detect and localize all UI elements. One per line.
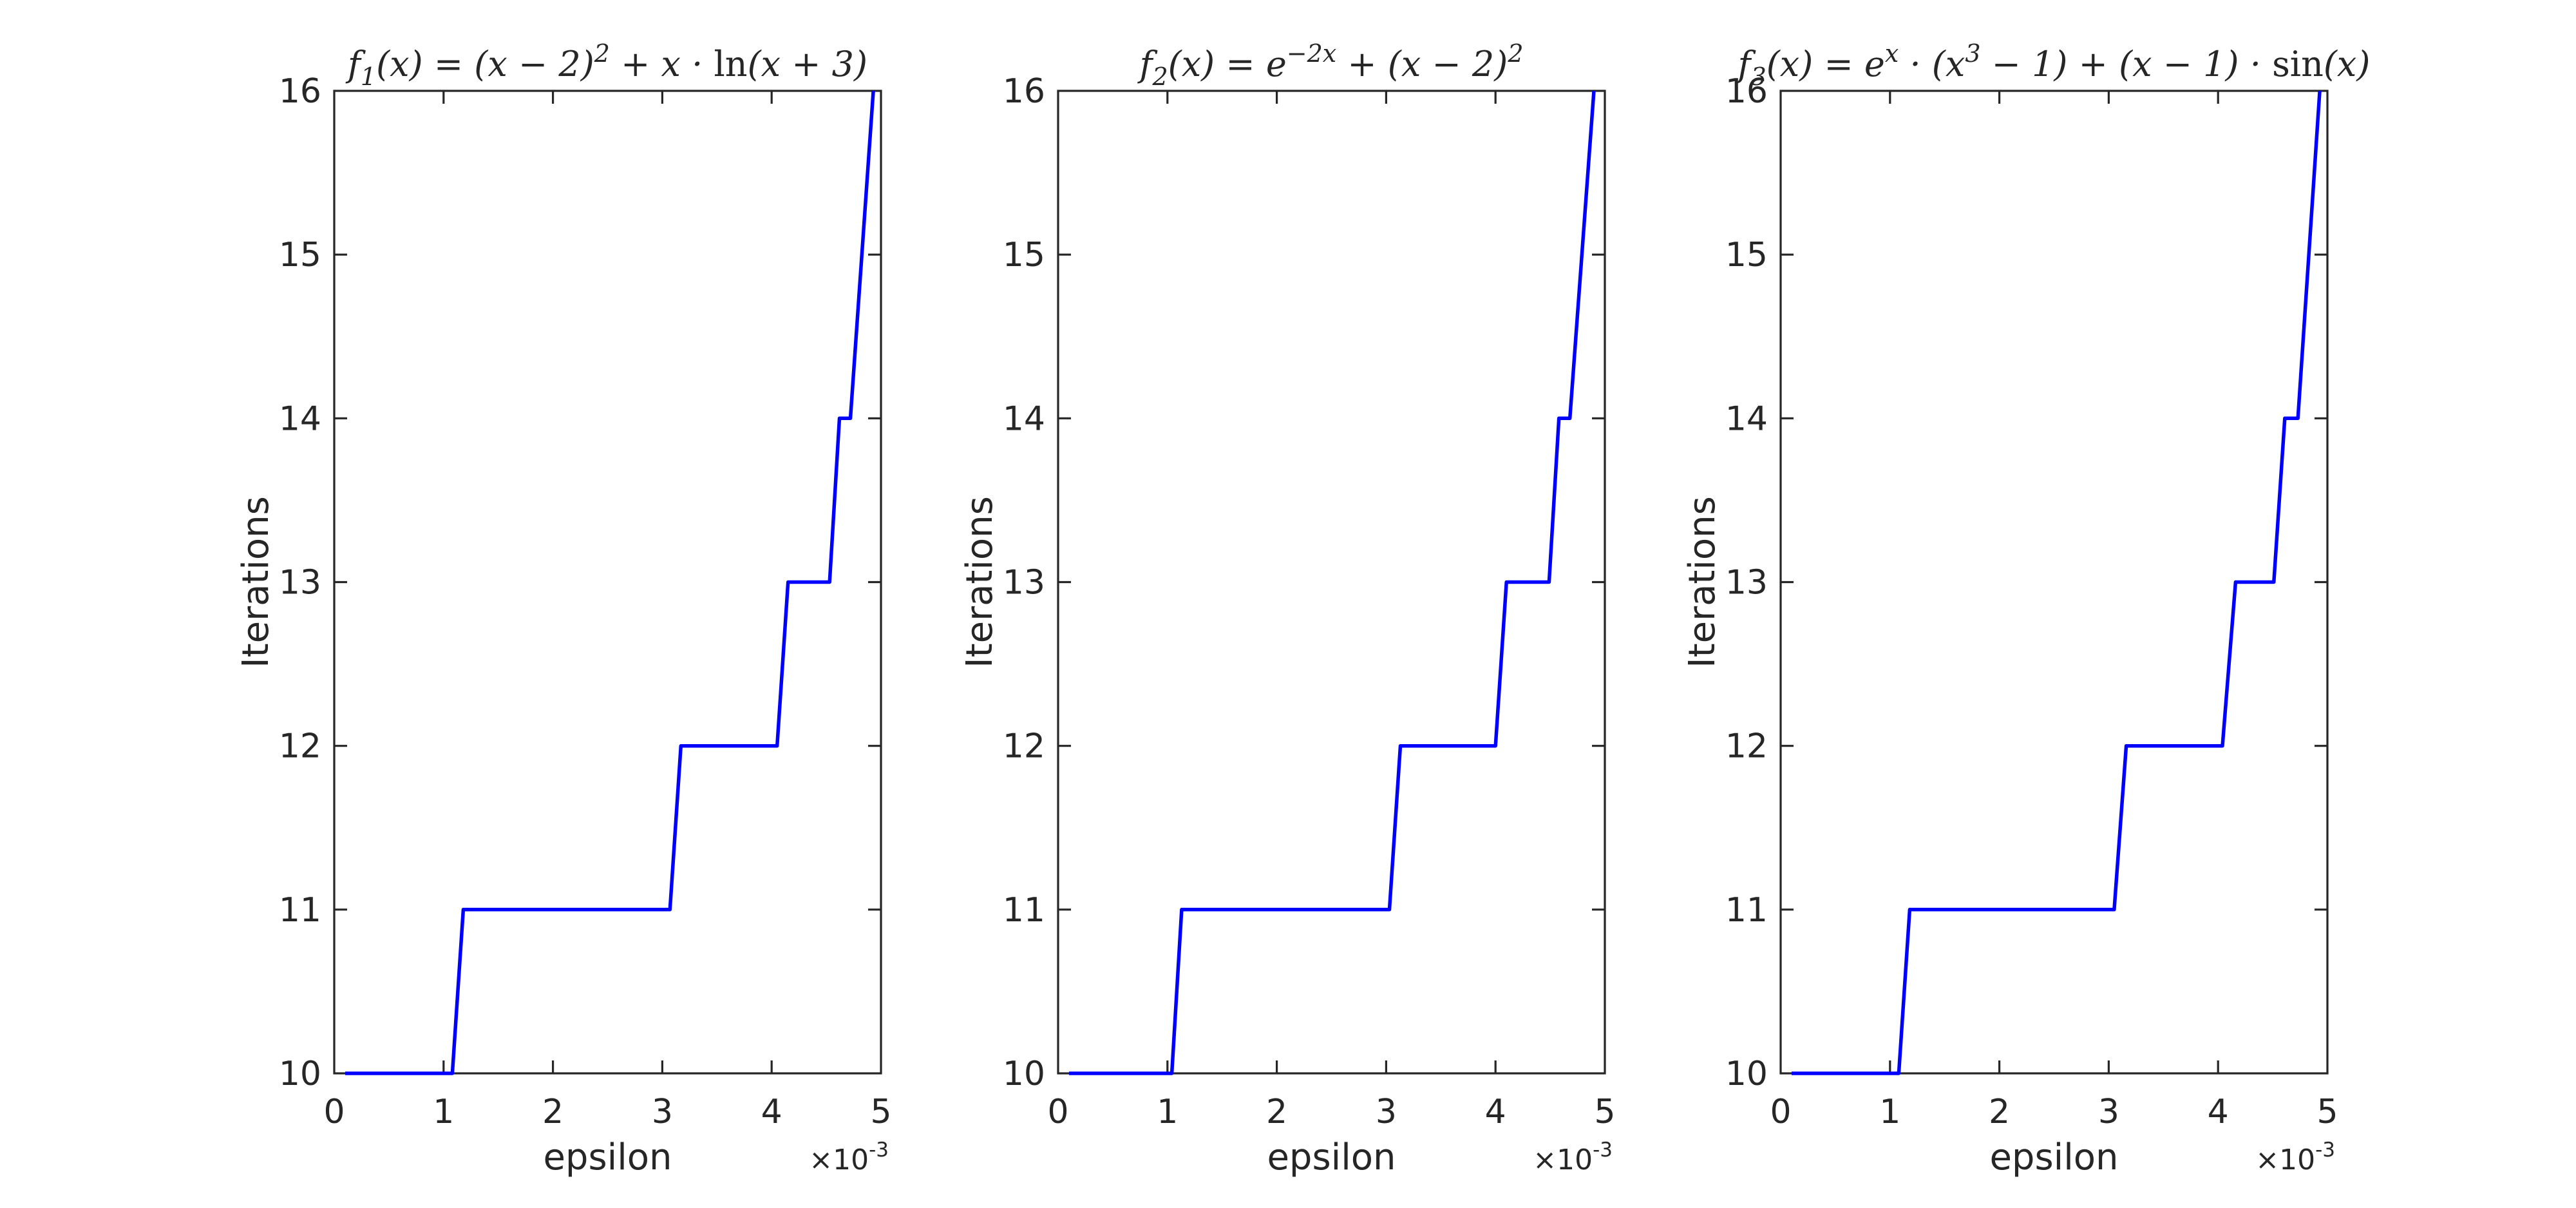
x-tick-label: 1 (433, 1093, 454, 1131)
plot-title: f1(x) = (x − 2)2 + x · ln(x + 3) (345, 39, 867, 91)
plot-title-segment: 3 (1751, 62, 1766, 91)
x-tick-label: 1 (1157, 1093, 1178, 1131)
x-offset-mult: ×10 (809, 1144, 869, 1176)
y-tick-label: 13 (1725, 564, 1768, 602)
x-tick-label: 5 (870, 1093, 891, 1131)
y-tick-label: 12 (1003, 727, 1045, 766)
plot-title-segment: 2 (1151, 62, 1168, 91)
plot-title-segment: − 1) + (x − 1) · (1981, 44, 2273, 84)
plot-title: f3(x) = ex · (x3 − 1) + (x − 1) · sin(x) (1736, 39, 2371, 91)
x-axis-label: epsilon (543, 1136, 672, 1178)
plot-title-segment: sin (2272, 44, 2324, 84)
plot-title-segment: (x) = e (1168, 44, 1287, 84)
x-tick-label: 4 (761, 1093, 782, 1131)
y-tick-label: 14 (1725, 399, 1768, 438)
plot-title-segment: + (x − 2) (1336, 44, 1508, 84)
plot-title-segment: + x · (610, 44, 714, 84)
y-tick-label: 12 (1725, 727, 1768, 766)
y-tick-label: 15 (1725, 236, 1768, 274)
y-tick-label: 14 (1003, 399, 1045, 438)
plot-title-segment: ln (714, 44, 748, 84)
x-axis-label: epsilon (1989, 1136, 2118, 1178)
y-axis-label: Iterations (959, 496, 1001, 668)
y-tick-label: 15 (279, 236, 321, 274)
x-tick-label: 0 (1047, 1093, 1068, 1131)
iterations-curve-f3 (1792, 90, 2322, 1075)
y-tick-label: 16 (1725, 72, 1768, 111)
plot-title-segment: 1 (361, 62, 376, 91)
iterations-curve-f2 (1069, 90, 1596, 1075)
x-offset-label: ×10-3 (2255, 1138, 2335, 1176)
x-tick-label: 4 (1485, 1093, 1506, 1131)
x-tick-label: 5 (2316, 1093, 2338, 1131)
plot-title-segment: 2 (1507, 39, 1523, 68)
y-tick-label: 16 (1003, 72, 1045, 111)
x-offset-label: ×10-3 (1533, 1138, 1613, 1176)
x-tick-label: 0 (323, 1093, 345, 1131)
plot-title-segment: x (1885, 39, 1899, 68)
y-tick-label: 11 (1003, 891, 1045, 930)
y-tick-label: 13 (1003, 564, 1045, 602)
x-tick-label: 3 (652, 1093, 673, 1131)
plot-title-segment: 3 (1965, 39, 1980, 68)
x-offset-exp: -3 (869, 1138, 889, 1162)
plot-title-segment: (x) = e (1766, 44, 1885, 84)
x-offset-mult: ×10 (1533, 1144, 1593, 1176)
x-offset-mult: ×10 (2255, 1144, 2315, 1176)
y-tick-label: 16 (279, 72, 321, 111)
plot-title-segment: (x + 3) (748, 44, 868, 84)
y-tick-label: 11 (279, 891, 321, 930)
x-tick-label: 3 (1376, 1093, 1397, 1131)
y-tick-label: 10 (1003, 1055, 1045, 1093)
y-tick-label: 14 (279, 399, 321, 438)
y-axis-label: Iterations (235, 496, 277, 668)
x-tick-label: 2 (542, 1093, 564, 1131)
plot-title-segment: 2 (594, 39, 610, 68)
x-tick-label: 5 (1594, 1093, 1615, 1131)
x-tick-label: 2 (1989, 1093, 2010, 1131)
y-tick-label: 11 (1725, 891, 1768, 930)
x-tick-label: 1 (1879, 1093, 1900, 1131)
y-tick-label: 10 (1725, 1055, 1768, 1093)
plot-title-segment: −2x (1287, 39, 1336, 68)
plot-title-segment: (x) (2324, 44, 2371, 84)
x-tick-label: 2 (1266, 1093, 1287, 1131)
x-tick-label: 0 (1770, 1093, 1791, 1131)
y-axis-label: Iterations (1681, 496, 1723, 668)
plot-title-segment: (x) = (x − 2) (376, 44, 594, 84)
y-tick-label: 15 (1003, 236, 1045, 274)
iterations-curve-f1 (345, 90, 875, 1075)
plot-title-segment: · (x (1899, 44, 1965, 84)
x-offset-label: ×10-3 (809, 1138, 889, 1176)
plot-title: f2(x) = e−2x + (x − 2)2 (1137, 39, 1523, 91)
x-tick-label: 4 (2208, 1093, 2229, 1131)
x-axis-label: epsilon (1267, 1136, 1396, 1178)
y-tick-label: 12 (279, 727, 321, 766)
x-offset-exp: -3 (1593, 1138, 1613, 1162)
y-tick-label: 10 (279, 1055, 321, 1093)
y-tick-label: 13 (279, 564, 321, 602)
x-tick-label: 3 (2098, 1093, 2119, 1131)
x-offset-exp: -3 (2315, 1138, 2335, 1162)
